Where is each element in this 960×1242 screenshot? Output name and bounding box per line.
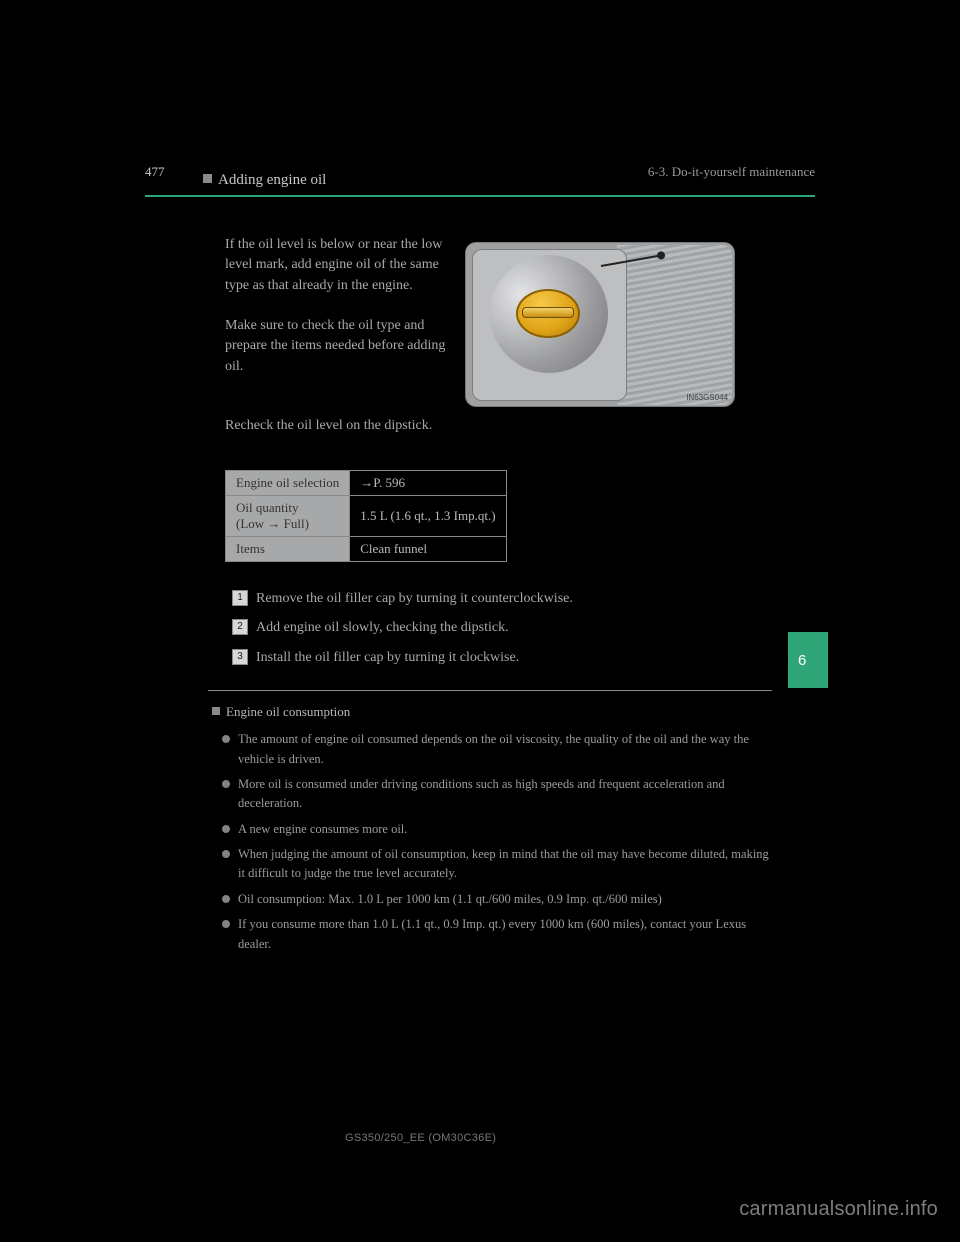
sub-heading: Adding engine oil xyxy=(203,172,815,189)
spec-value: 1.5 L (1.6 qt., 1.3 Imp.qt.) xyxy=(350,496,506,537)
spec-value: Clean funnel xyxy=(350,537,506,562)
page: 477 6-3. Do-it-yourself maintenance 6 Ad… xyxy=(0,0,960,1242)
spec-label: Engine oil selection xyxy=(226,471,350,496)
chapter-tab: 6 xyxy=(788,632,828,688)
bullet-icon xyxy=(222,895,230,903)
post-intro-line: Make sure to check the oil type and prep… xyxy=(225,318,445,374)
bullet-icon xyxy=(222,735,230,743)
content-area: Adding engine oil xyxy=(145,160,815,189)
info-text: More oil is consumed under driving condi… xyxy=(238,775,772,814)
list-item: More oil is consumed under driving condi… xyxy=(222,775,772,814)
sub-heading-text: Adding engine oil xyxy=(218,172,326,188)
step-text: Add engine oil slowly, checking the dips… xyxy=(256,620,509,635)
oil-cap-figure: IN63GS044 xyxy=(465,242,735,407)
step-number-icon: 3 xyxy=(232,649,248,665)
square-bullet-icon xyxy=(212,707,220,715)
list-item: 3 Install the oil filler cap by turning i… xyxy=(232,643,573,672)
info-section: Engine oil consumption The amount of eng… xyxy=(212,702,772,960)
info-text: If you consume more than 1.0 L (1.1 qt.,… xyxy=(238,915,772,954)
info-text: A new engine consumes more oil. xyxy=(238,820,772,839)
step-number-icon: 2 xyxy=(232,619,248,635)
oil-cap-zoom-panel xyxy=(472,249,627,401)
bullet-icon xyxy=(222,825,230,833)
intro-text: If the oil level is below or near the lo… xyxy=(225,235,455,377)
list-item: 1 Remove the oil filler cap by turning it… xyxy=(232,584,573,613)
divider-rule xyxy=(208,690,772,691)
engine-background xyxy=(617,245,732,405)
step-text: Remove the oil filler cap by turning it … xyxy=(256,591,573,606)
list-item: The amount of engine oil consumed depend… xyxy=(222,730,772,769)
spec-label: Items xyxy=(226,537,350,562)
oil-cap-grip xyxy=(522,307,574,318)
list-item: A new engine consumes more oil. xyxy=(222,820,772,839)
figure-caption: IN63GS044 xyxy=(686,393,728,402)
step-text: Install the oil filler cap by turning it… xyxy=(256,650,519,665)
bullet-icon xyxy=(222,850,230,858)
top-rule xyxy=(145,195,815,197)
info-text: Oil consumption: Max. 1.0 L per 1000 km … xyxy=(238,890,772,909)
list-item: 2 Add engine oil slowly, checking the dip… xyxy=(232,613,573,642)
list-item: If you consume more than 1.0 L (1.1 qt.,… xyxy=(222,915,772,954)
numbered-steps: 1 Remove the oil filler cap by turning it… xyxy=(232,584,573,672)
square-bullet-icon xyxy=(203,174,212,183)
bullet-icon xyxy=(222,780,230,788)
spec-table: Engine oil selection →P. 596 Oil quantit… xyxy=(225,470,507,562)
step-recheck-text: Recheck the oil level on the dipstick. xyxy=(225,416,735,436)
table-row: Items Clean funnel xyxy=(226,537,507,562)
info-text: When judging the amount of oil consumpti… xyxy=(238,845,772,884)
spec-label: Oil quantity(Low → Full) xyxy=(226,496,350,537)
info-heading: Engine oil consumption xyxy=(212,702,772,722)
info-text: The amount of engine oil consumed depend… xyxy=(238,730,772,769)
table-row: Oil quantity(Low → Full) 1.5 L (1.6 qt.,… xyxy=(226,496,507,537)
table-row: Engine oil selection →P. 596 xyxy=(226,471,507,496)
info-heading-text: Engine oil consumption xyxy=(226,704,350,719)
step-number-icon: 1 xyxy=(232,590,248,606)
list-item: When judging the amount of oil consumpti… xyxy=(222,845,772,884)
footer-code: GS350/250_EE (OM30C36E) xyxy=(345,1132,496,1144)
bullet-icon xyxy=(222,920,230,928)
spec-value: →P. 596 xyxy=(350,471,506,496)
watermark: carmanualsonline.info xyxy=(739,1198,938,1221)
list-item: Oil consumption: Max. 1.0 L per 1000 km … xyxy=(222,890,772,909)
intro-line: If the oil level is below or near the lo… xyxy=(225,237,442,293)
chapter-number: 6 xyxy=(798,652,806,669)
